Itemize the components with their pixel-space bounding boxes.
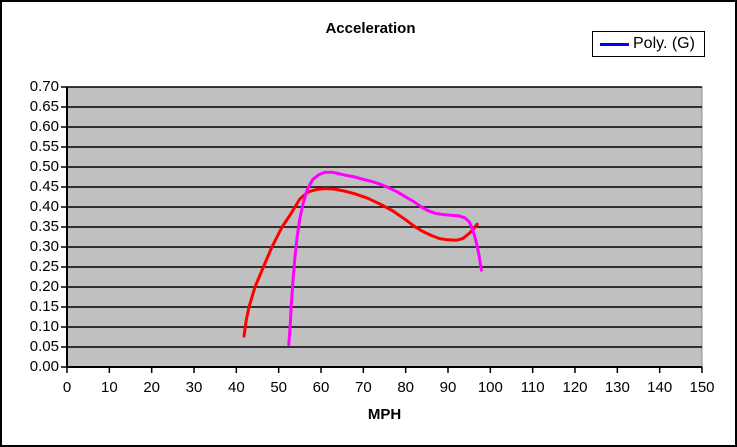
y-axis-tick-label: 0.10	[29, 318, 59, 335]
x-axis-tick-label: 80	[397, 379, 414, 396]
legend: Poly. (G)	[592, 31, 705, 57]
y-axis-tick-label: 0.45	[29, 178, 59, 195]
x-axis-tick-label: 140	[647, 379, 673, 396]
y-axis-tick-label: 0.70	[29, 78, 59, 95]
x-axis-tick-label: 50	[270, 379, 287, 396]
x-axis-tick-label: 110	[520, 379, 545, 396]
x-axis-tick-label: 100	[477, 379, 503, 396]
x-axis-tick-label: 20	[143, 379, 160, 396]
x-axis-tick-label: 10	[100, 379, 118, 396]
y-axis-tick-label: 0.20	[29, 278, 59, 295]
x-axis-tick-label: 60	[312, 379, 330, 396]
x-axis-tick-label: 0	[62, 379, 72, 396]
legend-line-sample-icon	[600, 42, 629, 46]
x-axis-tick-label: 90	[439, 379, 457, 396]
y-axis-tick-label: 0.40	[29, 198, 59, 215]
x-axis-tick-label: 120	[562, 379, 588, 396]
series-curve-0	[242, 187, 479, 338]
x-axis-title: MPH	[367, 406, 402, 423]
y-axis-tick-label: 0.65	[29, 98, 59, 115]
y-axis-tick-label: 0.15	[29, 298, 59, 315]
y-axis-tick-label: 0.25	[29, 258, 59, 275]
y-axis-tick-label: 0.55	[29, 138, 59, 155]
y-axis-tick-label: 0.30	[29, 238, 59, 255]
y-axis-tick-label: 0.05	[29, 338, 59, 355]
x-axis-tick-label: 70	[354, 379, 372, 396]
x-axis-tick-label: 30	[185, 379, 203, 396]
y-axis-tick-label: 0.00	[29, 358, 59, 375]
series-curve-1	[287, 170, 483, 347]
y-axis-tick-label: 0.50	[29, 158, 59, 175]
y-axis-tick-label: 0.60	[29, 118, 59, 135]
legend-entry-label: Poly. (G)	[633, 35, 695, 52]
x-axis-tick-label: 130	[604, 379, 630, 396]
y-axis-tick-label: 0.35	[29, 218, 59, 235]
x-axis-tick-label: 150	[689, 379, 715, 396]
chart-title: Acceleration	[325, 20, 416, 37]
x-axis-tick-label: 40	[227, 379, 245, 396]
